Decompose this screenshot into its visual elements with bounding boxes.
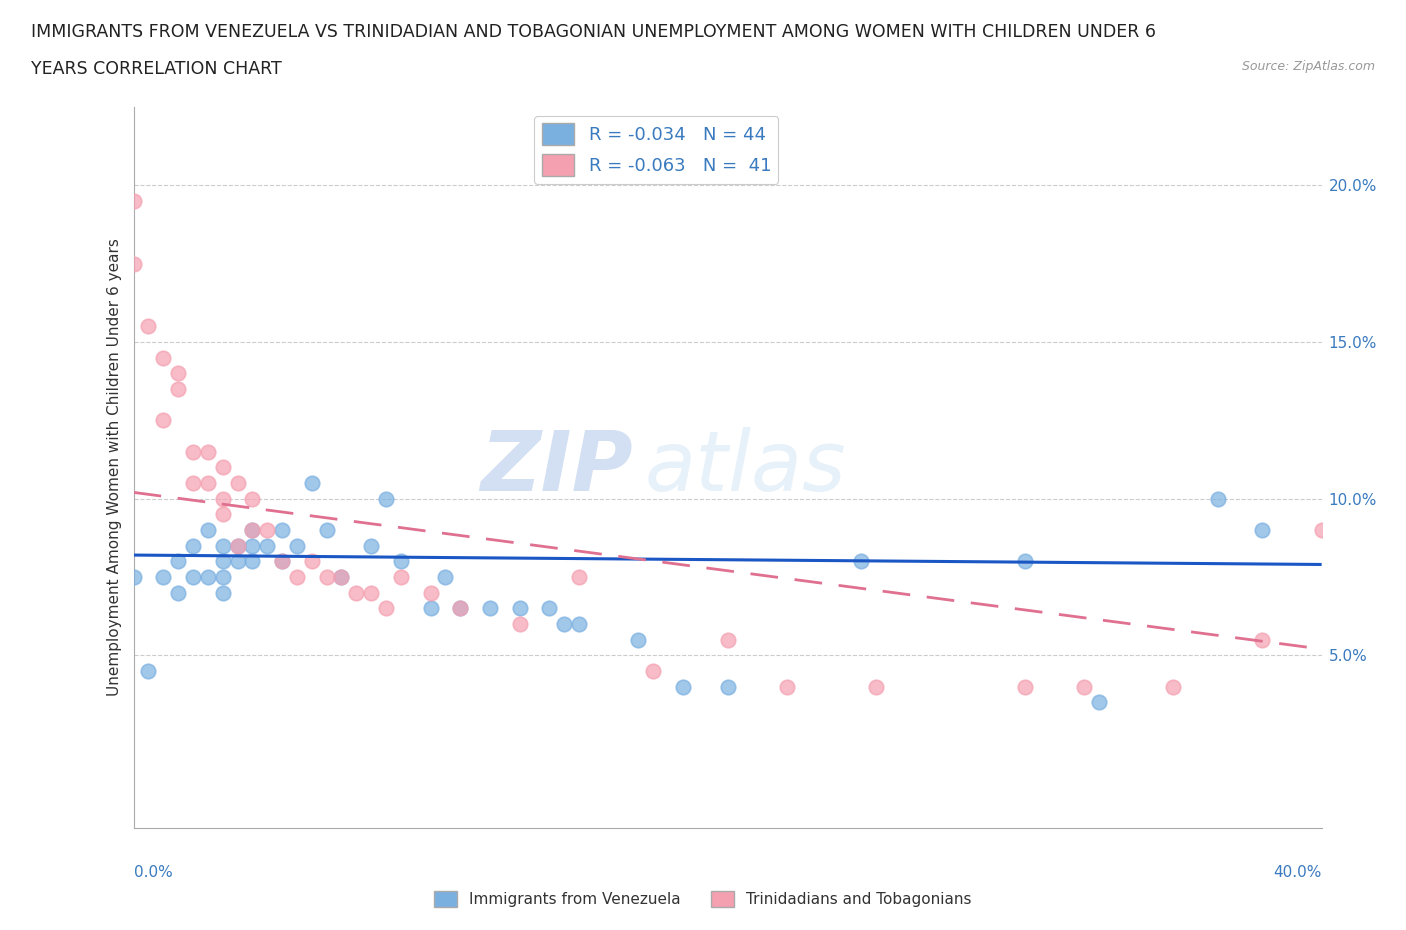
Text: Source: ZipAtlas.com: Source: ZipAtlas.com: [1241, 60, 1375, 73]
Point: [375, 491, 398, 506]
Point: [242, 554, 264, 569]
Point: [301, 475, 323, 490]
Point: [152, 569, 174, 584]
Point: [197, 523, 219, 538]
Point: [197, 475, 219, 490]
Point: [181, 445, 204, 459]
Point: [1014, 554, 1036, 569]
Point: [419, 601, 441, 616]
Legend: R = -0.034   N = 44, R = -0.063   N =  41: R = -0.034 N = 44, R = -0.063 N = 41: [534, 116, 779, 183]
Point: [568, 569, 591, 584]
Text: atlas: atlas: [644, 427, 846, 508]
Point: [315, 569, 337, 584]
Point: [211, 585, 233, 600]
Point: [271, 523, 294, 538]
Point: [167, 381, 190, 396]
Point: [167, 585, 190, 600]
Point: [449, 601, 471, 616]
Point: [1206, 491, 1229, 506]
Point: [152, 351, 174, 365]
Point: [242, 538, 264, 553]
Point: [242, 491, 264, 506]
Text: 40.0%: 40.0%: [1274, 865, 1322, 881]
Point: [1251, 523, 1274, 538]
Point: [226, 554, 249, 569]
Point: [167, 365, 190, 380]
Text: YEARS CORRELATION CHART: YEARS CORRELATION CHART: [31, 60, 281, 78]
Point: [197, 445, 219, 459]
Point: [181, 569, 204, 584]
Point: [122, 569, 145, 584]
Point: [643, 664, 665, 679]
Text: IMMIGRANTS FROM VENEZUELA VS TRINIDADIAN AND TOBAGONIAN UNEMPLOYMENT AMONG WOMEN: IMMIGRANTS FROM VENEZUELA VS TRINIDADIAN…: [31, 23, 1156, 41]
Point: [568, 617, 591, 631]
Point: [717, 679, 740, 694]
Point: [138, 319, 160, 334]
Point: [360, 585, 382, 600]
Point: [211, 491, 233, 506]
Point: [226, 538, 249, 553]
Point: [344, 585, 367, 600]
Point: [449, 601, 471, 616]
Point: [1251, 632, 1274, 647]
Point: [242, 523, 264, 538]
Point: [211, 507, 233, 522]
Point: [478, 601, 501, 616]
Point: [851, 554, 873, 569]
Y-axis label: Unemployment Among Women with Children Under 6 years: Unemployment Among Women with Children U…: [107, 238, 122, 697]
Point: [1161, 679, 1184, 694]
Point: [315, 523, 337, 538]
Point: [776, 679, 799, 694]
Point: [538, 601, 561, 616]
Point: [1073, 679, 1095, 694]
Point: [434, 569, 457, 584]
Text: ZIP: ZIP: [479, 427, 633, 508]
Point: [360, 538, 382, 553]
Point: [271, 554, 294, 569]
Point: [256, 538, 278, 553]
Point: [1014, 679, 1036, 694]
Point: [122, 193, 145, 208]
Point: [211, 538, 233, 553]
Legend: Immigrants from Venezuela, Trinidadians and Tobagonians: Immigrants from Venezuela, Trinidadians …: [427, 884, 979, 913]
Point: [152, 413, 174, 428]
Point: [181, 538, 204, 553]
Point: [627, 632, 650, 647]
Point: [717, 632, 740, 647]
Point: [330, 569, 353, 584]
Point: [226, 538, 249, 553]
Point: [242, 523, 264, 538]
Text: 0.0%: 0.0%: [134, 865, 173, 881]
Point: [419, 585, 441, 600]
Point: [301, 554, 323, 569]
Point: [211, 569, 233, 584]
Point: [181, 475, 204, 490]
Point: [167, 554, 190, 569]
Point: [330, 569, 353, 584]
Point: [553, 617, 575, 631]
Point: [1088, 695, 1111, 710]
Point: [226, 475, 249, 490]
Point: [211, 554, 233, 569]
Point: [285, 569, 308, 584]
Point: [138, 664, 160, 679]
Point: [122, 256, 145, 271]
Point: [197, 569, 219, 584]
Point: [1310, 523, 1333, 538]
Point: [211, 460, 233, 475]
Point: [509, 601, 531, 616]
Point: [375, 601, 398, 616]
Point: [389, 569, 412, 584]
Point: [256, 523, 278, 538]
Point: [285, 538, 308, 553]
Point: [865, 679, 887, 694]
Point: [509, 617, 531, 631]
Point: [389, 554, 412, 569]
Point: [672, 679, 695, 694]
Point: [271, 554, 294, 569]
